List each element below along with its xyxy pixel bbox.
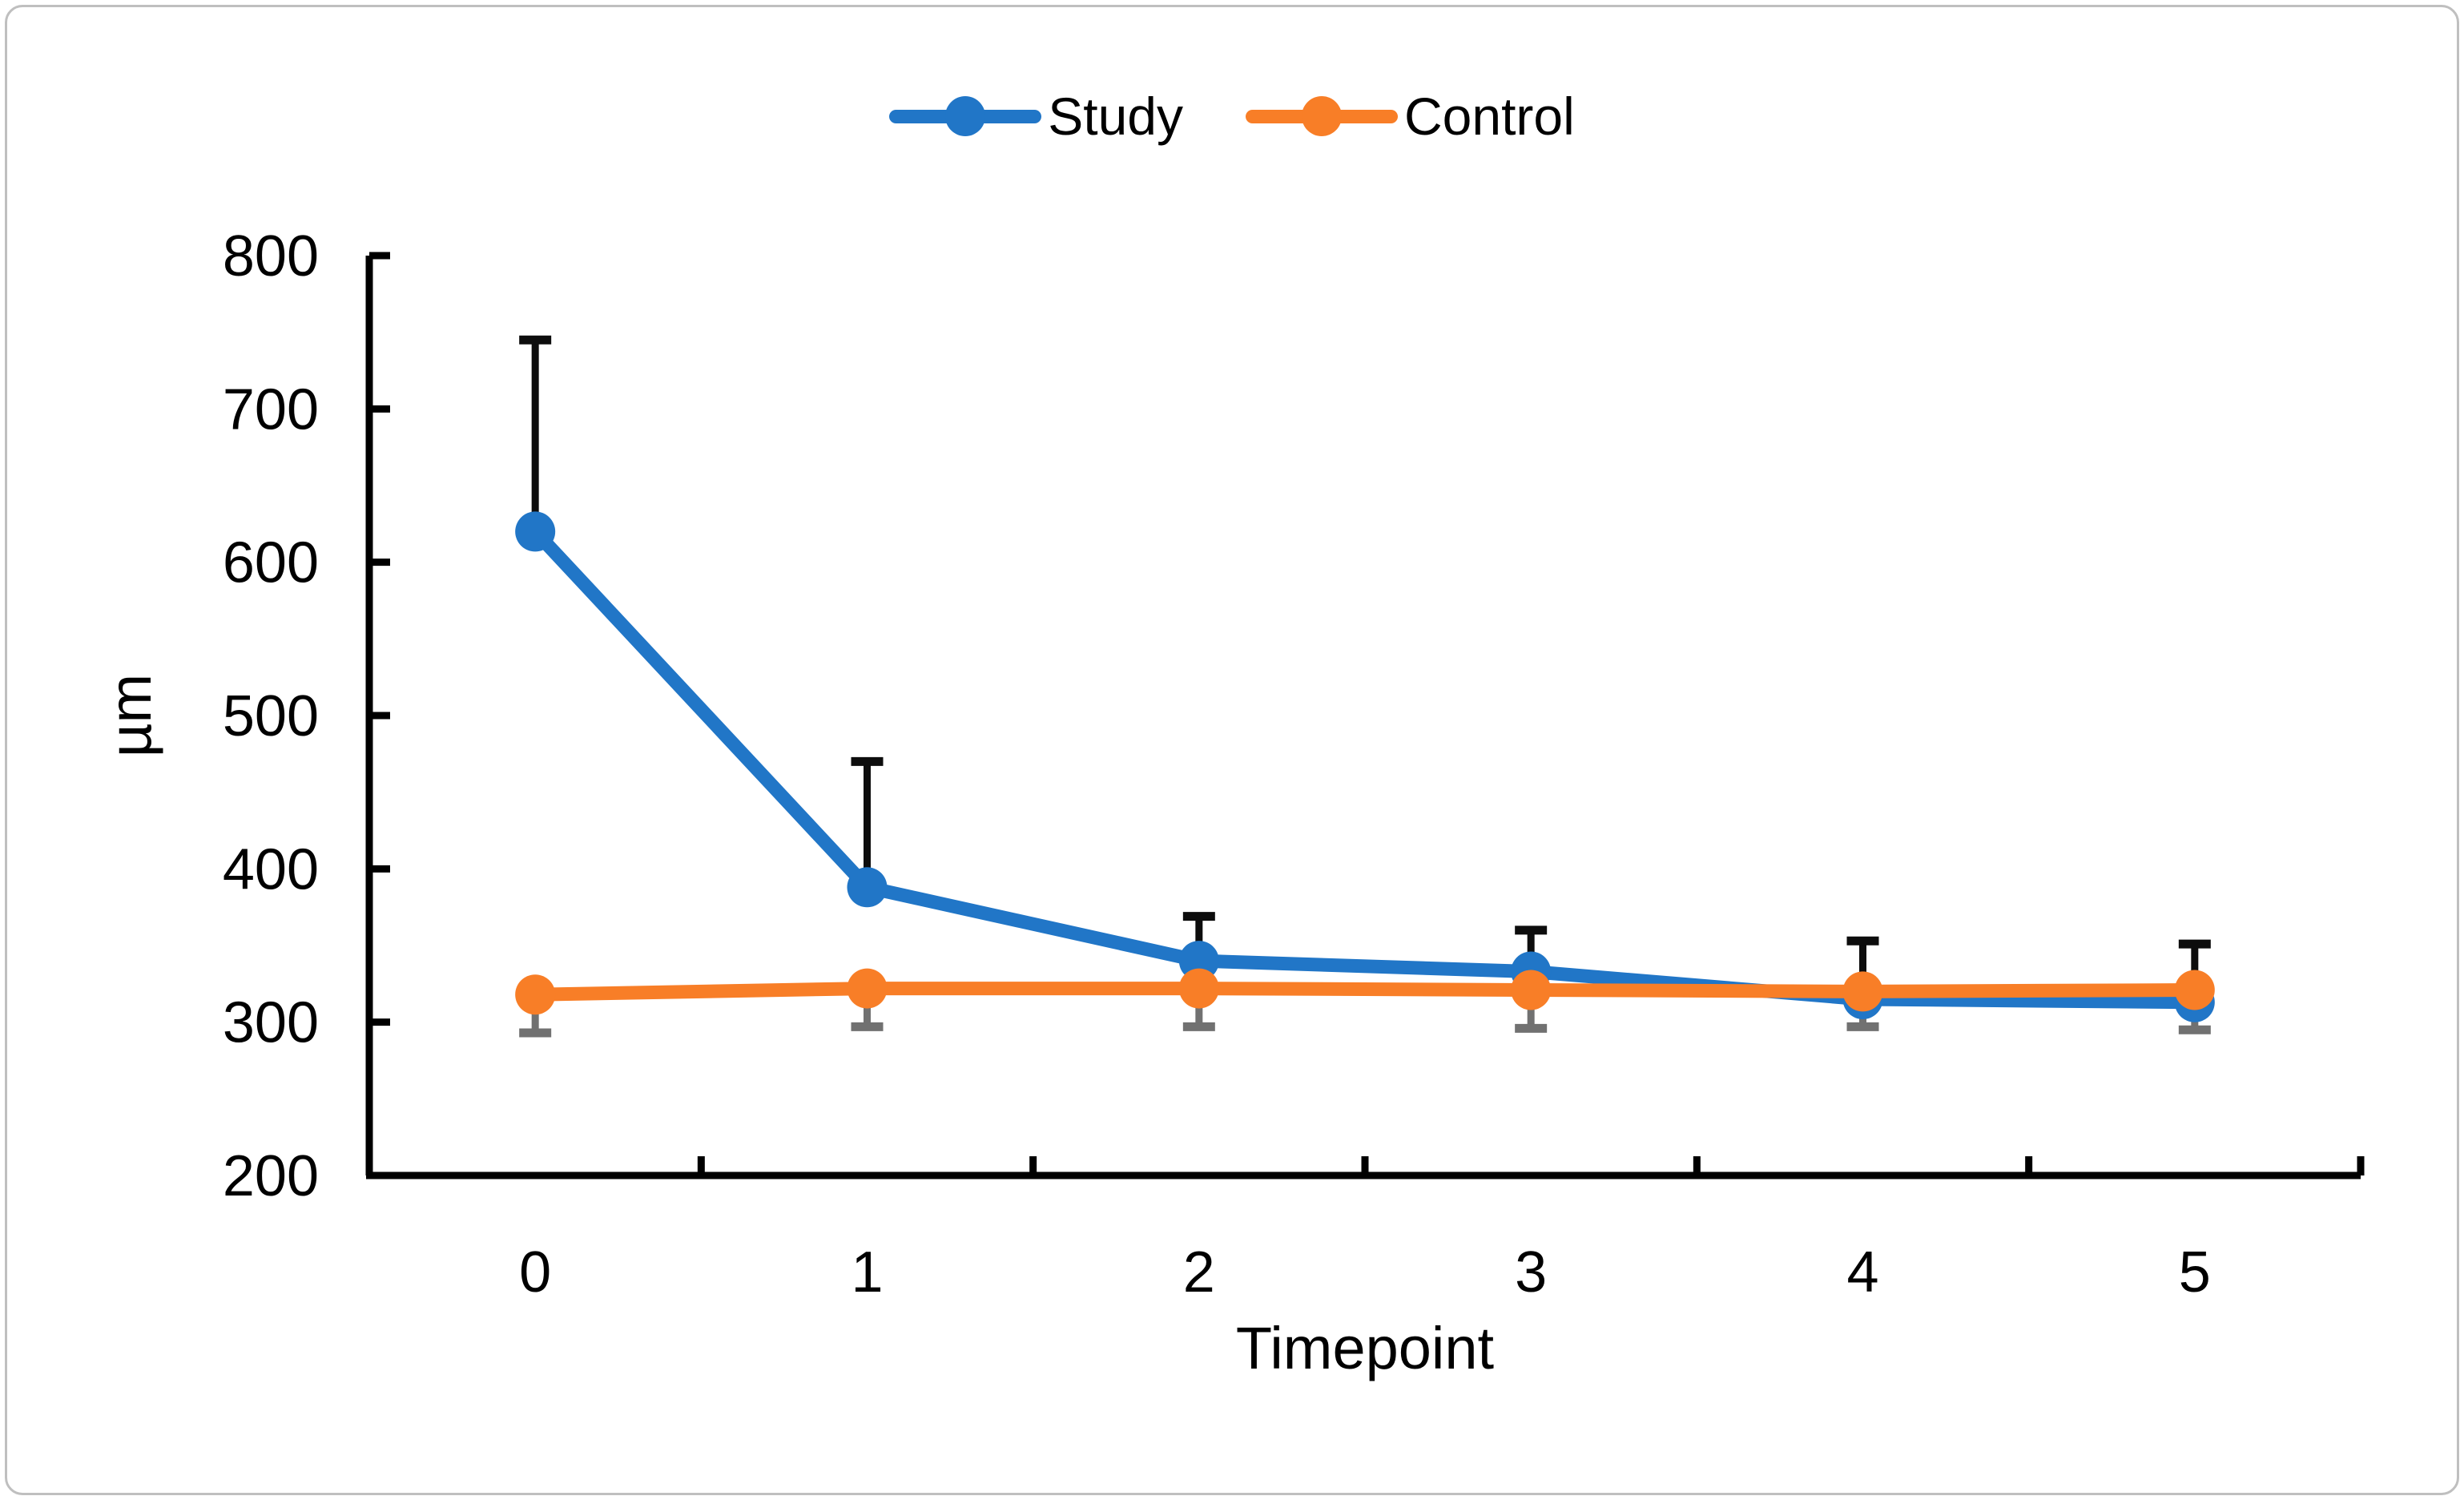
x-tick-label: 5 [2179, 1240, 2211, 1304]
series-marker-control [2174, 970, 2215, 1010]
series-marker-control [1178, 968, 1219, 1009]
x-tick-label: 0 [519, 1240, 551, 1304]
control-swatch-icon [1246, 95, 1398, 137]
legend: Study Control [0, 90, 2464, 143]
legend-item-control: Control [1246, 90, 1575, 143]
x-tick-label: 1 [851, 1240, 883, 1304]
study-swatch-icon [889, 95, 1042, 137]
y-tick-label: 600 [223, 531, 319, 595]
series-marker-control [1842, 971, 1883, 1012]
study-swatch-marker [945, 96, 986, 136]
x-axis-title: Timepoint [1235, 1315, 1495, 1381]
chart-border [5, 5, 2459, 1495]
series-line-study [528, 524, 2202, 1010]
series-marker-control [1511, 970, 1552, 1010]
series-marker-study [1178, 941, 1219, 982]
y-tick-label: 200 [223, 1144, 319, 1208]
control-swatch-marker [1302, 96, 1342, 136]
series-marker-control [847, 968, 888, 1009]
x-tick-label: 4 [1846, 1240, 1878, 1304]
series-marker-study [847, 867, 888, 908]
series-marker-study [515, 511, 556, 552]
series-line-control [528, 982, 2202, 1002]
legend-label-study: Study [1048, 87, 1183, 146]
series-marker-control [515, 974, 556, 1015]
y-tick-label: 500 [223, 684, 319, 748]
y-tick-label: 700 [223, 377, 319, 442]
y-tick-label: 800 [223, 224, 319, 288]
x-tick-label: 2 [1183, 1240, 1215, 1304]
y-tick-label: 400 [223, 837, 319, 901]
y-axis-title: µm [97, 673, 163, 758]
legend-item-study: Study [889, 90, 1183, 143]
y-tick-label: 300 [223, 991, 319, 1055]
x-tick-label: 3 [1515, 1240, 1547, 1304]
legend-label-control: Control [1404, 87, 1575, 146]
